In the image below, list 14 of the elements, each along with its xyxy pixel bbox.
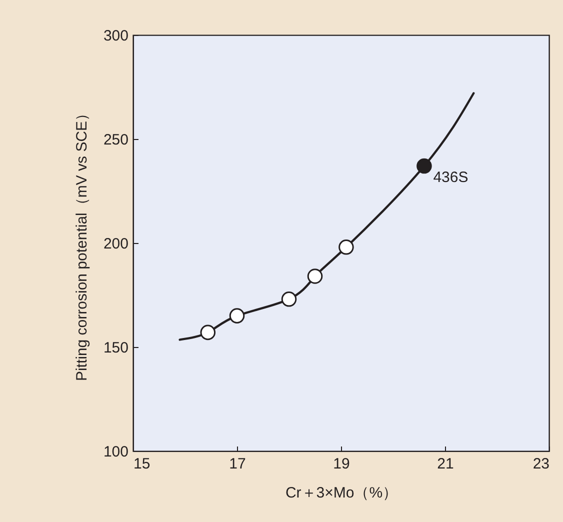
y-tick-label: 150 — [103, 340, 128, 356]
y-tick-label: 300 — [103, 28, 128, 44]
x-tick-label: 23 — [532, 456, 550, 472]
y-tick-label: 100 — [103, 444, 128, 460]
annotation: 436S — [433, 169, 468, 186]
y-tick-label: 200 — [103, 236, 128, 252]
line-series — [178, 92, 475, 341]
x-tick-label: 21 — [437, 456, 454, 472]
x-axis-title: Cr＋3×Mo（%） — [285, 484, 398, 502]
y-axis-title: Pitting corrosion potential（mV vs SCE） — [73, 106, 90, 382]
x-tick-label: 17 — [229, 456, 246, 472]
x-tick-label: 19 — [333, 456, 350, 472]
x-tick-label: 15 — [134, 456, 150, 472]
y-tick-label: 250 — [103, 132, 128, 148]
